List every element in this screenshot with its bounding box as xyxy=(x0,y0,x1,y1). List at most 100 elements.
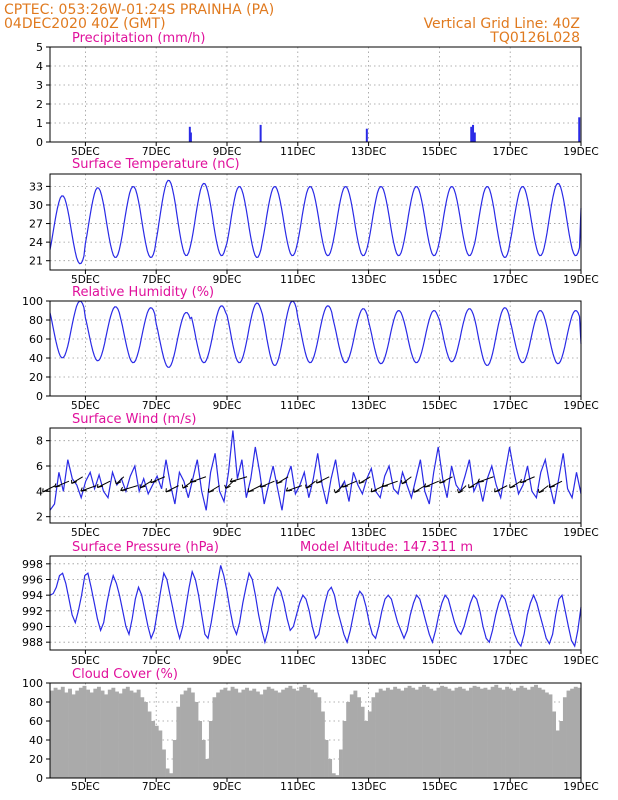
title-pressure: Surface Pressure (hPa) xyxy=(72,540,219,555)
wind-arrow-head xyxy=(509,485,516,489)
cloud-bar xyxy=(414,689,419,778)
cloud-bar xyxy=(454,687,459,778)
x-tick-label: 5DEC xyxy=(71,146,100,158)
wind-arrow-head xyxy=(458,490,464,494)
cloud-bar xyxy=(194,702,199,778)
x-tick-label: 5DEC xyxy=(71,527,100,539)
x-tick-label: 7DEC xyxy=(142,781,171,793)
cloud-bar xyxy=(198,721,203,778)
cloud-bar xyxy=(158,730,163,778)
wind-arrow-head xyxy=(519,478,522,483)
cloud-bar xyxy=(490,686,495,778)
wind-arrow-head xyxy=(305,484,307,489)
precip-bar xyxy=(259,124,262,142)
wind-arrow-head xyxy=(285,487,289,492)
x-tick-label: 15DEC xyxy=(422,274,457,286)
cloud-bar xyxy=(548,694,553,778)
wind-arrow-head xyxy=(381,482,385,487)
x-tick-label: 15DEC xyxy=(422,400,457,412)
wind-arrow-head xyxy=(549,485,555,488)
x-tick-label: 17DEC xyxy=(492,655,527,667)
cloud-bar xyxy=(277,692,282,778)
y-tick-label: 2 xyxy=(36,511,43,524)
cloud-bar xyxy=(295,690,300,778)
cloud-bar xyxy=(494,684,499,778)
cloud-bar xyxy=(562,697,567,778)
cloud-bar xyxy=(450,690,455,778)
x-tick-label: 17DEC xyxy=(492,400,527,412)
cloud-bar xyxy=(111,687,116,778)
wind-arrow-head xyxy=(341,483,344,488)
cloud-bar xyxy=(89,692,94,778)
cloud-bar xyxy=(100,690,105,778)
cloud-bar xyxy=(53,687,58,778)
cloud-bar xyxy=(281,689,286,778)
x-tick-label: 5DEC xyxy=(71,400,100,412)
wind-arrow xyxy=(286,485,302,492)
x-tick-label: 19DEC xyxy=(563,655,598,667)
wind-arrow-head xyxy=(247,489,254,493)
wind-arrow-head xyxy=(333,489,336,494)
precip-bar xyxy=(470,126,473,142)
x-tick-label: 19DEC xyxy=(563,781,598,793)
cloud-bar xyxy=(559,721,564,778)
cloud-bar xyxy=(208,721,213,778)
cloud-bar xyxy=(57,689,62,778)
wind-arrow-head xyxy=(225,485,231,489)
x-tick-label: 17DEC xyxy=(492,274,527,286)
header-station: CPTEC: 053:26W-01:24S PRAINHA (PA) xyxy=(4,2,274,18)
x-tick-label: 11DEC xyxy=(280,274,315,286)
cloud-bar xyxy=(371,697,376,778)
wind-arrow-head xyxy=(208,490,215,493)
y-tick-label: 100 xyxy=(22,677,43,690)
y-tick-label: 60 xyxy=(29,715,43,728)
cloud-bar xyxy=(176,706,181,778)
cloud-bar xyxy=(472,685,477,778)
cloud-bar xyxy=(573,686,578,778)
cloud-bar xyxy=(313,692,318,778)
wind-arrow-head xyxy=(116,481,122,485)
cloud-bar xyxy=(133,692,137,778)
y-tick-label: 21 xyxy=(29,255,43,268)
y-tick-label: 4 xyxy=(36,60,43,73)
cloud-bar xyxy=(252,688,257,778)
cloud-bar xyxy=(552,711,557,778)
cloud-bar xyxy=(125,686,130,778)
y-tick-label: 20 xyxy=(29,371,43,384)
cloud-bar xyxy=(234,688,239,778)
wind-arrow-head xyxy=(494,489,501,493)
y-tick-label: 30 xyxy=(29,199,43,212)
wind-arrow-head xyxy=(413,490,420,493)
wind-arrow-head xyxy=(140,485,146,489)
wind-arrow-head xyxy=(150,481,157,484)
temperature-line xyxy=(49,179,582,265)
cloud-bar xyxy=(530,686,535,778)
x-tick-label: 5DEC xyxy=(71,655,100,667)
cloud-bar xyxy=(183,690,188,778)
y-tick-label: 80 xyxy=(29,314,43,327)
cloud-bar xyxy=(429,688,434,778)
cloud-bar xyxy=(418,686,423,778)
y-tick-label: 100 xyxy=(22,295,43,308)
cloud-bar xyxy=(570,688,575,778)
wind-arrow-head xyxy=(229,478,233,482)
cloud-bar xyxy=(440,685,445,778)
x-tick-label: 7DEC xyxy=(142,655,171,667)
wind-arrow xyxy=(381,480,398,488)
wind-arrow-head xyxy=(316,481,323,484)
cloud-bar xyxy=(140,697,145,778)
wind-arrow-head xyxy=(114,480,117,485)
wind-arrow-head xyxy=(120,486,124,491)
panel-frame xyxy=(49,46,582,143)
wind-arrow-head xyxy=(538,490,545,494)
wind-arrow-head xyxy=(165,489,172,493)
y-tick-label: 0 xyxy=(36,136,43,149)
cloud-bar xyxy=(375,692,380,778)
cloud-bar xyxy=(512,690,517,778)
y-tick-label: 20 xyxy=(29,753,43,766)
cloud-bar xyxy=(230,686,235,778)
x-tick-label: 11DEC xyxy=(280,655,315,667)
cloud-bar xyxy=(378,688,383,778)
wind-arrow-head xyxy=(224,484,227,489)
